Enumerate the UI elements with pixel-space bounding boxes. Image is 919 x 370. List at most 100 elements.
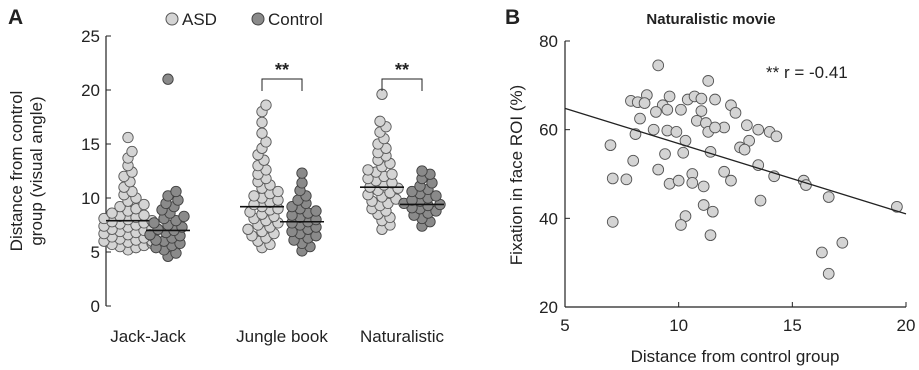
scatter-point: [695, 105, 708, 117]
swarm-point: [362, 164, 374, 176]
significance-bracket: [381, 78, 423, 91]
panel-a-y-tick-label: 10: [81, 189, 100, 208]
scatter-point: [702, 75, 715, 87]
scatter-point: [627, 154, 640, 167]
panel-b-plot: 20 40 60 80 5 10 15 20: [539, 32, 915, 335]
swarm-point: [256, 116, 268, 129]
scatter-point: [661, 103, 674, 116]
regression-line: [564, 107, 907, 215]
legend-asd-marker: [165, 12, 179, 26]
scatter-point: [697, 199, 710, 211]
panel-a-y-tick-label: 15: [81, 135, 100, 154]
scatter-point: [752, 123, 765, 136]
scatter-point: [741, 119, 753, 132]
scatter-point: [725, 174, 737, 187]
scatter-point: [677, 146, 690, 159]
panel-b-x-tick-label: 15: [783, 316, 802, 335]
swarm-point: [144, 229, 156, 241]
panel-a-legend: ASD Control: [165, 10, 323, 29]
scatter-point: [706, 205, 719, 218]
panel-b-title: Naturalistic movie: [646, 11, 775, 28]
panel-a-y-tick-label: 5: [91, 243, 100, 262]
panel-a-category-label: Naturalistic: [360, 327, 445, 346]
scatter-point: [652, 163, 665, 176]
swarm-point: [106, 207, 118, 219]
panel-a-y-tick-label: 20: [81, 81, 100, 100]
legend-control-label: Control: [268, 10, 323, 29]
scatter-point: [652, 59, 665, 72]
swarm-point: [310, 205, 322, 217]
scatter-point: [754, 194, 767, 207]
scatter-point: [704, 229, 717, 242]
scatter-point: [738, 143, 751, 156]
scatter-point: [729, 106, 742, 119]
swarm-point: [296, 167, 308, 179]
scatter-point: [695, 92, 708, 105]
swarm-point: [248, 190, 260, 202]
panel-a-y-tick-label: 25: [81, 27, 100, 46]
ylabel-line-1: Distance from control: [7, 91, 26, 252]
panel-b-x-tick-label: 20: [897, 316, 916, 335]
scatter-point: [606, 216, 619, 228]
swarm-point: [296, 177, 308, 189]
swarm-point: [406, 185, 418, 198]
panel-a-category-label: Jack-Jack: [110, 327, 186, 346]
panel-a-category-label: Jungle book: [236, 327, 328, 346]
scatter-point: [822, 191, 835, 203]
panel-b-y-tick-label: 20: [539, 298, 558, 317]
scatter-point: [672, 174, 685, 187]
panel-b-ylabel: Fixation in face ROI (%): [507, 85, 526, 265]
swarm-point: [374, 115, 386, 127]
swarm-point: [138, 198, 150, 211]
swarm-point: [430, 190, 442, 202]
scatter-point: [836, 236, 849, 249]
scatter-point: [659, 148, 671, 160]
panel-b-x-tick-label: 10: [669, 316, 688, 335]
swarm-point: [122, 131, 134, 144]
scatter-point: [675, 219, 687, 231]
scatter-point: [675, 103, 687, 116]
scatter-point: [647, 123, 660, 136]
scatter-point: [663, 90, 676, 103]
scatter-point: [718, 165, 730, 178]
panel-a-y-tick-label: 0: [91, 297, 100, 316]
panel-b-xlabel: Distance from control group: [631, 347, 840, 366]
scatter-point: [604, 139, 617, 152]
swarm-point: [126, 145, 138, 158]
swarm-point: [170, 185, 182, 198]
scatter-point: [686, 177, 699, 189]
swarm-point: [148, 217, 160, 229]
scatter-point: [638, 97, 651, 109]
swarm-point: [178, 210, 190, 223]
scatter-point: [650, 106, 662, 118]
scatter-point: [670, 126, 683, 138]
panel-b-x-tick-label: 5: [560, 316, 569, 335]
scatter-point: [709, 121, 721, 134]
scatter-point: [816, 246, 828, 259]
scatter-point: [891, 200, 903, 213]
scatter-point: [822, 267, 835, 280]
panel-b-y-tick-label: 40: [539, 209, 558, 228]
scatter-point: [709, 93, 721, 106]
scatter-point: [620, 173, 633, 186]
scatter-point: [697, 180, 710, 193]
swarm-point: [162, 73, 174, 85]
scatter-point: [634, 112, 646, 125]
ylabel-line-2: group (visual angle): [27, 96, 46, 245]
scatter-point: [770, 130, 783, 143]
panel-b-y-tick-label: 60: [539, 121, 558, 140]
significance-stars: **: [275, 60, 289, 80]
scatter-point: [606, 172, 619, 185]
panel-b-y-tick-label: 80: [539, 32, 558, 51]
swarm-point: [114, 200, 126, 213]
swarm-point: [416, 165, 428, 177]
legend-control-marker: [251, 12, 265, 26]
panel-b-label: B: [505, 6, 520, 29]
significance-bracket: [261, 78, 303, 91]
panel-a-ylabel: Distance from control group (visual angl…: [7, 91, 46, 252]
swarm-point: [242, 223, 254, 235]
legend-asd-label: ASD: [182, 10, 217, 29]
swarm-point: [256, 127, 268, 139]
swarm-point: [386, 168, 398, 180]
